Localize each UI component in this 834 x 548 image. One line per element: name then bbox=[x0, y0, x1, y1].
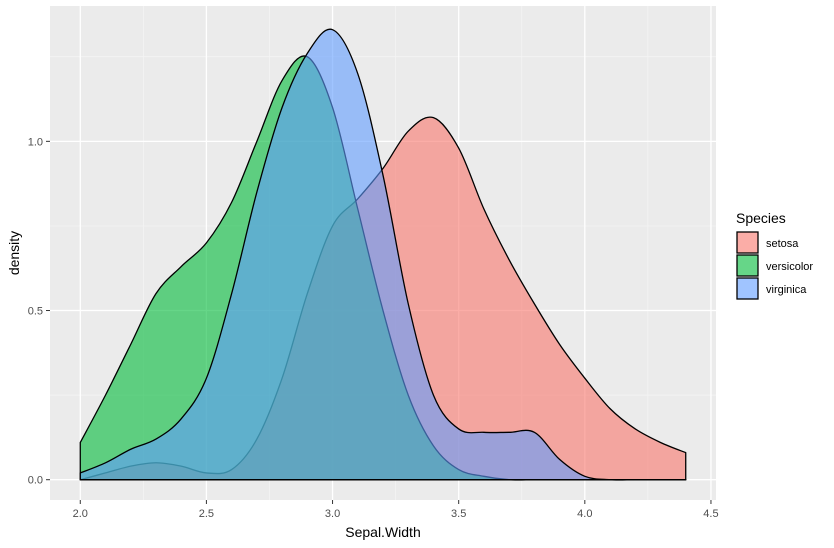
y-axis-ticks: 0.0 0.5 1.0 bbox=[28, 136, 50, 487]
legend-label-versicolor: versicolor bbox=[766, 261, 813, 273]
x-tick-label: 4.0 bbox=[577, 508, 592, 520]
legend-title: Species bbox=[736, 210, 786, 226]
legend-label-setosa: setosa bbox=[766, 238, 799, 250]
legend-key-versicolor bbox=[736, 254, 759, 277]
x-tick-label: 2.0 bbox=[73, 508, 88, 520]
legend-label-virginica: virginica bbox=[766, 284, 807, 296]
y-tick-label: 1.0 bbox=[28, 136, 43, 148]
legend-key-virginica bbox=[736, 277, 759, 300]
x-tick-label: 4.5 bbox=[703, 508, 718, 520]
legend-key-setosa bbox=[736, 231, 759, 254]
y-tick-label: 0.5 bbox=[28, 306, 43, 318]
x-tick-label: 3.0 bbox=[325, 508, 340, 520]
x-tick-label: 3.5 bbox=[451, 508, 466, 520]
y-tick-label: 0.0 bbox=[28, 475, 43, 487]
x-axis-title: Sepal.Width bbox=[345, 524, 420, 540]
x-tick-label: 2.5 bbox=[199, 508, 214, 520]
density-area-virginica bbox=[79, 28, 687, 481]
x-axis-ticks: 2.0 2.5 3.0 3.5 4.0 4.5 bbox=[73, 500, 719, 520]
legend: setosa versicolor virginica bbox=[736, 231, 813, 300]
density-areas bbox=[79, 28, 687, 481]
y-axis-title: density bbox=[6, 231, 22, 275]
